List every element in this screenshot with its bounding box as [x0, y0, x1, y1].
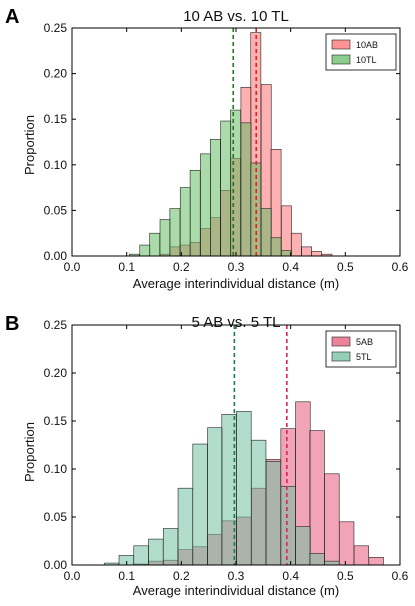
x-tick-label-a-1: 0.1	[118, 260, 135, 274]
bar-a-10tl-9	[220, 120, 232, 257]
y-tick-label-a-2: 0.10	[44, 158, 68, 172]
bar-b-5tl-11	[265, 461, 282, 566]
y-tick-label-b-2: 0.10	[44, 462, 68, 476]
bar-b-5tl-12	[280, 485, 296, 566]
bar-b-5ab-12	[309, 430, 325, 566]
bar-a-10tl-11	[240, 122, 252, 257]
bar-b-5tl-15	[324, 560, 340, 566]
bar-b-5tl-4	[162, 528, 179, 566]
x-tick-label-b-1: 0.1	[118, 569, 135, 583]
panel-b-xlabel: Average interindividual distance (m)	[133, 583, 339, 598]
bar-a-10ab-12	[281, 205, 292, 257]
bar-a-10tl-2	[149, 232, 161, 257]
bar-a-10tl-8	[210, 138, 221, 257]
y-tick-label-a-4: 0.20	[44, 67, 68, 81]
y-tick-label-a-1: 0.05	[44, 203, 68, 217]
bar-a-10ab-14	[301, 246, 313, 257]
panel-letter-a: A	[5, 6, 19, 28]
panel-b-title: 5 AB vs. 5 TL	[192, 314, 281, 331]
panel-b-ylabel: Proportion	[22, 422, 37, 482]
x-tick-label-b-0: 0.0	[64, 569, 81, 583]
legend-label-b-5ab: 5AB	[356, 337, 373, 347]
x-tick-label-b-5: 0.5	[337, 569, 354, 583]
bar-a-10tl-7	[200, 153, 211, 257]
legend-swatch-b-5ab	[331, 336, 351, 347]
bar-a-10tl-6	[189, 169, 201, 257]
legend-label-a-10ab: 10AB	[356, 40, 378, 50]
panel-a-xlabel: Average interindividual distance (m)	[133, 276, 339, 291]
y-tick-label-b-4: 0.20	[44, 366, 68, 380]
bar-b-5tl-7	[207, 427, 223, 566]
bar-b-5tl-9	[236, 411, 252, 566]
bar-b-5tl-10	[251, 439, 267, 566]
panel-a-title: 10 AB vs. 10 TL	[183, 8, 289, 25]
bar-b-5ab-16	[368, 557, 384, 566]
panel-a-ylabel: Proportion	[22, 115, 37, 175]
bar-b-5tl-6	[192, 443, 208, 566]
bar-a-10tl-14	[270, 237, 282, 257]
y-tick-label-a-3: 0.15	[44, 112, 68, 126]
bar-a-10ab-13	[290, 232, 302, 257]
bar-a-10tl-10	[230, 109, 241, 257]
x-tick-label-b-6: 0.6	[392, 569, 409, 583]
bar-b-5tl-14	[309, 553, 325, 566]
panel-a-plot: 0.00 0.05 0.10 0.15 0.20 0.25 0.0 0.1 0.2 0.3 0.4 0…	[44, 21, 409, 274]
bar-a-10tl-5	[179, 187, 191, 257]
panel-b-plot: 0.00 0.05 0.10 0.15 0.20 0.25 0.0 0.1 0.2 0.3 0.4 0…	[44, 318, 409, 583]
bar-b-5ab-14	[339, 521, 355, 566]
bar-a-10ab-15	[311, 251, 322, 257]
bar-a-10tl-3	[159, 219, 171, 257]
panel-letter-b: B	[5, 313, 19, 335]
legend-swatch-a-10ab	[331, 39, 351, 50]
bar-b-5tl-2	[133, 545, 149, 566]
bar-b-5tl-13	[295, 526, 311, 566]
x-tick-label-a-6: 0.6	[392, 260, 409, 274]
bar-a-10tl-4	[169, 208, 181, 257]
x-tick-label-a-0: 0.0	[64, 260, 81, 274]
legend-swatch-a-10tl	[331, 54, 351, 65]
bar-b-5ab-13	[324, 473, 340, 566]
bar-b-5tl-3	[148, 538, 164, 566]
x-tick-label-a-2: 0.2	[173, 260, 190, 274]
bar-b-5ab-15	[353, 545, 370, 566]
y-tick-label-b-0: 0.00	[44, 558, 68, 572]
x-tick-label-b-2: 0.2	[173, 569, 190, 583]
y-tick-label-b-5: 0.25	[44, 318, 68, 332]
y-tick-label-b-1: 0.05	[44, 510, 68, 524]
x-tick-label-b-4: 0.4	[282, 569, 299, 583]
legend-swatch-b-5tl	[331, 351, 351, 362]
legend-label-a-10tl: 10TL	[356, 55, 377, 65]
x-tick-label-a-4: 0.4	[282, 260, 299, 274]
x-tick-label-b-3: 0.3	[228, 569, 245, 583]
bar-a-10tl-1	[139, 244, 151, 257]
bar-a-10tl-13	[260, 208, 272, 257]
x-tick-label-a-3: 0.3	[228, 260, 245, 274]
y-tick-label-b-3: 0.15	[44, 414, 68, 428]
legend-label-b-5tl: 5TL	[356, 352, 372, 362]
bar-b-5tl-5	[177, 487, 194, 566]
bar-a-10tl-15	[281, 250, 292, 257]
x-tick-label-a-5: 0.5	[337, 260, 354, 274]
y-tick-label-a-5: 0.25	[44, 21, 68, 35]
y-tick-label-a-0: 0.00	[44, 249, 68, 263]
